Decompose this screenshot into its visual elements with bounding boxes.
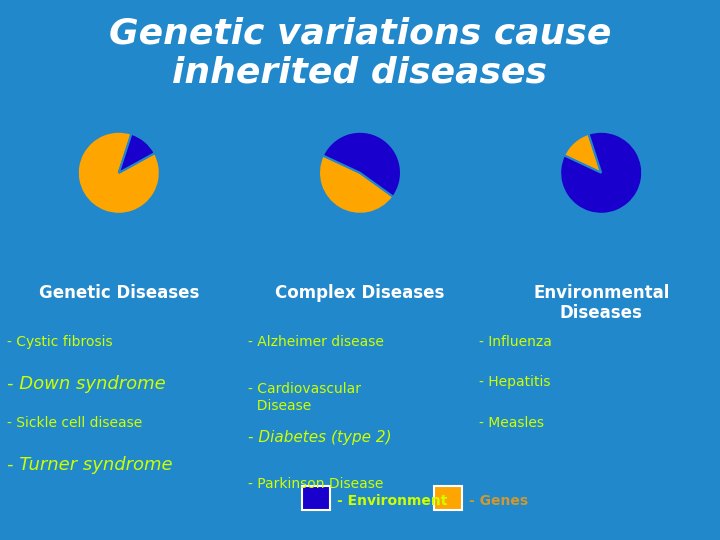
Text: - Cystic fibrosis: - Cystic fibrosis <box>7 335 113 349</box>
Wedge shape <box>119 134 155 173</box>
Text: - Turner syndrome: - Turner syndrome <box>7 456 173 474</box>
Text: Environmental
Diseases: Environmental Diseases <box>533 284 670 322</box>
Text: - Environment: - Environment <box>337 494 447 508</box>
Text: - Parkinson Disease: - Parkinson Disease <box>248 477 384 491</box>
Text: Complex Diseases: Complex Diseases <box>275 284 445 301</box>
Text: - Down syndrome: - Down syndrome <box>7 375 166 393</box>
Text: - Diabetes (type 2): - Diabetes (type 2) <box>248 430 392 445</box>
Text: - Genes: - Genes <box>469 494 528 508</box>
Text: Genetic Diseases: Genetic Diseases <box>39 284 199 301</box>
Text: - Alzheimer disease: - Alzheimer disease <box>248 335 384 349</box>
Wedge shape <box>319 156 393 214</box>
Wedge shape <box>323 132 401 197</box>
Text: - Hepatitis: - Hepatitis <box>479 375 550 389</box>
Text: - Measles: - Measles <box>479 416 544 430</box>
Text: - Cardiovascular
  Disease: - Cardiovascular Disease <box>248 382 361 413</box>
Wedge shape <box>564 134 601 173</box>
Wedge shape <box>560 132 642 214</box>
Text: - Influenza: - Influenza <box>479 335 552 349</box>
Text: - Sickle cell disease: - Sickle cell disease <box>7 416 143 430</box>
Text: Genetic variations cause
inherited diseases: Genetic variations cause inherited disea… <box>109 16 611 90</box>
Wedge shape <box>78 132 160 214</box>
